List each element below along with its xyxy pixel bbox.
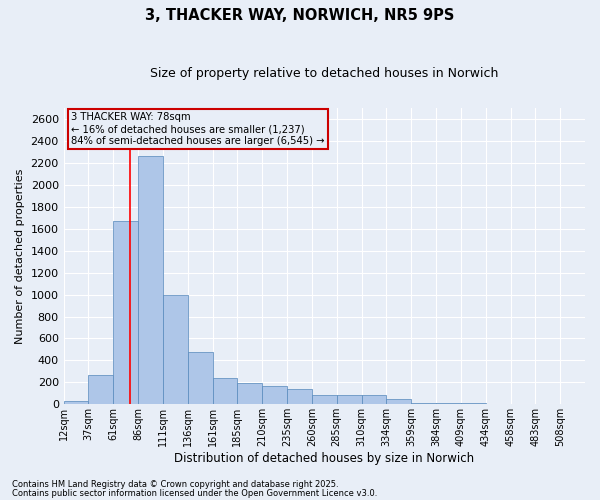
Bar	[411, 403, 436, 404]
Bar	[436, 403, 461, 404]
Bar	[287, 389, 312, 404]
Bar	[64, 401, 88, 404]
Bar	[163, 294, 188, 405]
Text: Contains public sector information licensed under the Open Government Licence v3: Contains public sector information licen…	[12, 488, 377, 498]
Bar	[312, 395, 337, 404]
Bar	[188, 352, 212, 405]
X-axis label: Distribution of detached houses by size in Norwich: Distribution of detached houses by size …	[174, 452, 475, 465]
Bar	[337, 395, 362, 404]
Bar	[262, 386, 287, 404]
Bar	[88, 374, 113, 404]
Y-axis label: Number of detached properties: Number of detached properties	[15, 168, 25, 344]
Text: Contains HM Land Registry data © Crown copyright and database right 2025.: Contains HM Land Registry data © Crown c…	[12, 480, 338, 489]
Bar	[212, 378, 238, 404]
Text: 3 THACKER WAY: 78sqm
← 16% of detached houses are smaller (1,237)
84% of semi-de: 3 THACKER WAY: 78sqm ← 16% of detached h…	[71, 112, 325, 146]
Bar	[113, 221, 138, 404]
Bar	[362, 395, 386, 404]
Title: Size of property relative to detached houses in Norwich: Size of property relative to detached ho…	[150, 68, 499, 80]
Text: 3, THACKER WAY, NORWICH, NR5 9PS: 3, THACKER WAY, NORWICH, NR5 9PS	[145, 8, 455, 22]
Bar	[461, 403, 485, 404]
Bar	[138, 156, 163, 404]
Bar	[386, 399, 411, 404]
Bar	[238, 383, 262, 404]
